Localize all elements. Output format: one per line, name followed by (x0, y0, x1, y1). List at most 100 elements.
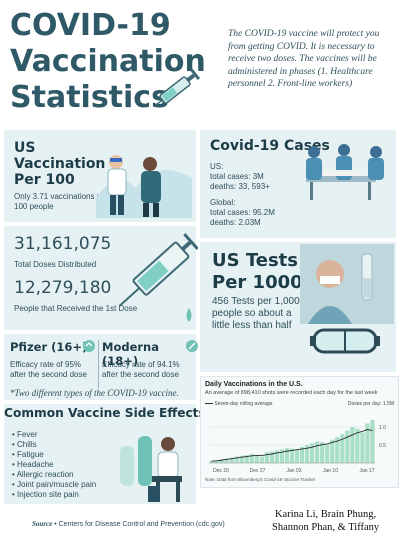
covid-cases-global: Global: total cases: 95.2M deaths: 2.03M (210, 198, 275, 228)
us-label: US: (210, 162, 224, 171)
daily-vaccinations-chart: Daily Vaccinations in the U.S. An averag… (200, 376, 399, 488)
total-doses-label: Total Doses Distributed (14, 260, 97, 269)
vaccine-divider (98, 340, 99, 388)
droplet-icon (184, 308, 194, 322)
chart-bar (360, 432, 365, 463)
chart-note: Note: Data from Bloomberg's Covid-19 Vac… (205, 477, 316, 482)
side-effect-item: • Allergic reaction (12, 470, 74, 479)
source-label: Source (32, 520, 53, 528)
side-effect-text: Fatigue (17, 450, 44, 459)
chart-bar (315, 441, 320, 463)
chart-subtitle: An average of 898,410 shots were recorde… (205, 390, 378, 396)
y-tick-label: 1.0 (379, 425, 386, 431)
chart-bar (294, 450, 300, 463)
chart-rolling-average-line (211, 429, 373, 462)
chart-bar (274, 450, 280, 463)
chart-bar (229, 457, 234, 463)
pfizer-icon (83, 340, 95, 352)
authors-line-1: Karina Li, Brain Phung, (274, 509, 377, 520)
chart-bar (299, 446, 305, 463)
chart-bar (234, 456, 239, 463)
legend-line-text: Seven-day rolling average (214, 401, 273, 407)
chart-bar (310, 443, 315, 463)
chart-bar (335, 437, 340, 463)
pfizer-heading: Pfizer (16+) (10, 340, 88, 354)
authors-line-2: Shannon Phan, & Tiffany (272, 522, 380, 533)
us-vaccination-heading-3: Per 100 (14, 172, 75, 188)
chart-bar (320, 442, 325, 463)
chart-bar (325, 444, 330, 463)
side-effects-panel: Common Vaccine Side Effects • Fever • Ch… (4, 404, 206, 504)
vaccine-types-panel: Pfizer (16+) Efficacy rate of 95% after … (4, 334, 198, 400)
chart-bar (284, 447, 290, 463)
side-effect-item: • Injection site pain (12, 490, 79, 499)
chart-bar (244, 455, 249, 463)
intro-text: The COVID-19 vaccine will protect you fr… (228, 29, 380, 89)
source-text: Centers for Disease Control and Preventi… (58, 521, 225, 528)
chart-bar (304, 445, 310, 463)
side-effect-text: Injection site pain (17, 490, 79, 499)
x-tick-label: Jan 03 (286, 468, 301, 474)
vaccination-illustration (96, 138, 192, 218)
chart-bar (249, 454, 254, 463)
title-line-3: Statistics (10, 80, 169, 115)
chart-legend-line: Seven-day rolling average (205, 401, 272, 407)
healthcare-workers-illustration (296, 136, 394, 206)
chart-bar (289, 448, 295, 463)
us-tests-heading: US Tests Per 1000 (212, 250, 303, 294)
chart-bar (224, 458, 229, 463)
vaccine-note: *Two different types of the COVID-19 vac… (10, 388, 179, 398)
chart-bar (209, 461, 214, 463)
pfizer-detail: Efficacy rate of 95% after the second do… (10, 360, 87, 379)
chart-plot: 1.0 0.5 Dec 20 Dec 27 Jan 03 Jan 10 Jan 17 (209, 419, 386, 474)
us-tests-panel: US Tests Per 1000 456 Tests per 1,000 pe… (200, 242, 396, 372)
chart-bar (365, 423, 370, 463)
us-tests-heading-1: US Tests (212, 250, 298, 271)
us-deaths: deaths: 33, 593+ (210, 182, 270, 191)
sick-person-illustration (114, 426, 194, 504)
chart-bar (254, 455, 259, 463)
chart-bar (259, 456, 264, 463)
chart-bar (340, 434, 345, 463)
side-effect-text: Fever (17, 430, 38, 439)
global-deaths: deaths: 2.03M (210, 218, 261, 227)
chart-title: Daily Vaccinations in the U.S. (205, 381, 303, 388)
large-syringe-icon (112, 222, 198, 326)
side-effect-text: Allergic reaction (16, 470, 74, 479)
chart-bar (219, 459, 224, 463)
global-label: Global: (210, 198, 236, 207)
side-effect-text: Headache (17, 460, 54, 469)
safety-goggles-icon (310, 322, 380, 362)
us-vaccination-detail: Only 3.71 vaccinations per 100 people (14, 192, 109, 211)
us-vaccination-heading-1: US (14, 140, 36, 156)
side-effect-item: • Fatigue (12, 450, 44, 459)
moderna-icon (186, 340, 198, 352)
title-line-1: COVID-19 (10, 8, 171, 43)
side-effect-text: Joint pain/muscle pain (17, 480, 97, 489)
title-line-2: Vaccination (10, 44, 206, 79)
chart-bar (330, 439, 335, 463)
chart-bar (239, 455, 244, 463)
chart-bar (370, 419, 375, 463)
chart-bar (350, 427, 355, 463)
first-dose-value: 12,279,180 (14, 278, 112, 298)
total-doses-value: 31,161,075 (14, 234, 112, 254)
lab-worker-photo (300, 244, 394, 324)
chart-bar (279, 449, 285, 463)
covid-cases-us: US: total cases: 3M deaths: 33, 593+ (210, 162, 270, 192)
us-total-cases: total cases: 3M (210, 172, 264, 181)
side-effect-item: • Headache (12, 460, 54, 469)
authors: Karina Li, Brain Phung, Shannon Phan, & … (272, 508, 379, 534)
chart-bar (355, 428, 360, 463)
x-tick-label: Jan 17 (359, 468, 374, 474)
covid-cases-panel: Covid-19 Cases US: total cases: 3M death… (200, 130, 396, 238)
chart-bar (345, 430, 350, 463)
y-tick-label: 0.5 (379, 443, 386, 449)
source-line: Source • Centers for Disease Control and… (32, 520, 225, 528)
us-vaccination-heading: US Vaccination Per 100 (14, 140, 105, 188)
side-effect-item: • Chills (12, 440, 37, 449)
x-tick-label: Dec 20 (213, 468, 229, 474)
x-tick-label: Jan 10 (323, 468, 338, 474)
side-effect-text: Chills (17, 440, 37, 449)
chart-bar (214, 460, 219, 463)
